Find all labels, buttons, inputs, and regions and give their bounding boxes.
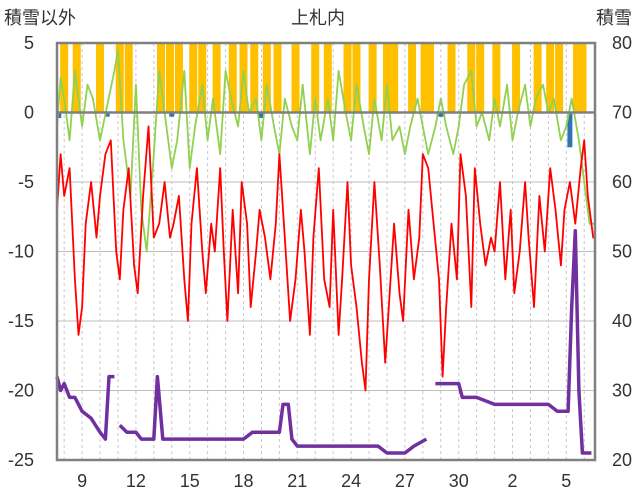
- precipitation-bar: [60, 43, 69, 113]
- precipitation-bar: [291, 43, 300, 113]
- precipitation-bar: [262, 43, 271, 113]
- x-tick-label: 2: [507, 471, 517, 491]
- precipitation-bar: [189, 43, 198, 113]
- y-left-tick-label: -25: [8, 450, 34, 470]
- x-tick-label: 12: [126, 471, 146, 491]
- x-tick-label: 18: [233, 471, 253, 491]
- precipitation-bar: [426, 43, 435, 113]
- precipitation-bar: [546, 43, 555, 113]
- y-left-tick-label: -20: [8, 381, 34, 401]
- y-right-tick-label: 20: [612, 450, 632, 470]
- y-left-tick-label: 0: [24, 103, 34, 123]
- precipitation-bar: [165, 43, 174, 113]
- precipitation-bar: [174, 43, 183, 113]
- chart-title: 上札内: [291, 8, 345, 28]
- y-left-tick-label: -15: [8, 311, 34, 331]
- precipitation-bar: [250, 43, 259, 113]
- series-line-3: [55, 228, 592, 455]
- precipitation-bar: [573, 43, 582, 113]
- series-line-2: [56, 125, 595, 392]
- plot-border: [55, 41, 597, 462]
- precipitation-bar: [124, 43, 133, 113]
- precipitation-bar: [408, 43, 417, 113]
- precipitation-bar: [96, 43, 105, 113]
- x-tick-label: 27: [395, 471, 415, 491]
- precipitation-bar: [228, 43, 237, 113]
- precipitation-bar: [212, 43, 221, 113]
- precipitation-bar: [368, 43, 377, 113]
- y-left-tick-label: -10: [8, 242, 34, 262]
- precipitation-bar: [72, 43, 81, 113]
- negative-bar: [104, 112, 110, 117]
- precipitation-bar: [382, 43, 391, 113]
- precipitation-bar: [343, 43, 352, 113]
- negative-bar: [56, 112, 62, 119]
- precipitation-bar: [512, 43, 521, 113]
- y-right-tick-label: 80: [612, 33, 632, 53]
- x-tick-label: 5: [561, 471, 571, 491]
- y-right-tick-label: 70: [612, 103, 632, 123]
- negative-bar: [258, 112, 264, 119]
- precipitation-bar: [492, 43, 501, 113]
- precipitation-bar: [578, 43, 587, 113]
- negative-bar: [567, 112, 573, 148]
- x-tick-label: 21: [287, 471, 307, 491]
- negative-bar: [436, 112, 442, 117]
- left-axis-label: 積雪以外: [4, 8, 76, 28]
- y-left-tick-label: -5: [18, 172, 34, 192]
- negative-bar: [169, 112, 175, 117]
- x-tick-label: 30: [449, 471, 469, 491]
- right-axis-label: 積雪: [596, 8, 632, 28]
- x-tick-label: 24: [341, 471, 361, 491]
- x-tick-label: 9: [77, 471, 87, 491]
- precipitation-bar: [555, 43, 564, 113]
- y-right-tick-label: 50: [612, 242, 632, 262]
- y-right-tick-label: 30: [612, 381, 632, 401]
- precipitation-bar: [323, 43, 332, 113]
- x-tick-label: 15: [180, 471, 200, 491]
- y-right-tick-label: 40: [612, 311, 632, 331]
- precipitation-bar: [447, 43, 456, 113]
- precipitation-bar: [352, 43, 361, 113]
- precipitation-bar: [533, 43, 542, 113]
- precipitation-bar: [476, 43, 485, 113]
- precipitation-bar: [157, 43, 166, 113]
- precipitation-bar: [273, 43, 282, 113]
- y-right-tick-label: 60: [612, 172, 632, 192]
- precipitation-bar: [198, 43, 207, 113]
- precipitation-bar: [420, 43, 429, 113]
- precipitation-bar: [311, 43, 320, 113]
- negative-bar: [440, 112, 446, 117]
- y-left-tick-label: 5: [24, 33, 34, 53]
- precipitation-bar: [390, 43, 399, 113]
